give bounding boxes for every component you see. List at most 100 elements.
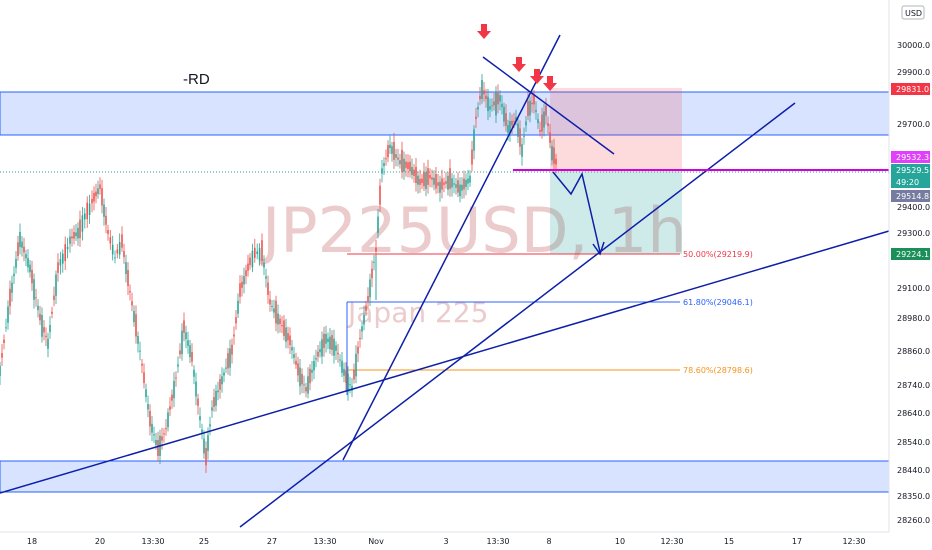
candle-body: [37, 305, 39, 311]
candle-body: [99, 184, 101, 189]
candle-body: [457, 180, 459, 193]
price-tick-label: 28860.0: [897, 347, 930, 356]
candle-body: [435, 174, 437, 189]
candle-body: [33, 279, 35, 300]
candle-body: [265, 276, 267, 279]
time-tick-label: 18: [27, 537, 37, 546]
candle-body: [291, 347, 293, 351]
candle-body: [219, 379, 221, 390]
candle-body: [77, 227, 79, 239]
candle-body: [535, 109, 537, 112]
candle-body: [179, 350, 181, 355]
candle-body: [299, 367, 301, 387]
candle-body: [303, 384, 305, 386]
candle-body: [511, 120, 513, 126]
candle-body: [21, 241, 23, 248]
candle-body: [167, 412, 169, 428]
candle-body: [199, 416, 201, 421]
candle-body: [237, 300, 239, 314]
candle-body: [107, 230, 109, 234]
fib-786-label: 78.60%(28798.6): [683, 366, 753, 375]
candle-body: [485, 95, 487, 100]
candle-body: [81, 215, 84, 232]
candle-body: [165, 427, 167, 430]
candle-body: [285, 327, 287, 342]
candle-body: [409, 161, 411, 172]
candle-body: [307, 376, 309, 394]
candle-body: [177, 364, 179, 367]
candle-body: [73, 232, 75, 239]
candle-body: [499, 95, 501, 102]
candle-body: [529, 100, 531, 116]
price-tick-label: 28980.0: [897, 314, 930, 323]
candle-body: [283, 320, 285, 337]
candle-body: [341, 360, 343, 373]
candle-body: [399, 160, 401, 165]
candle-body: [31, 269, 33, 284]
candle-body: [471, 149, 473, 165]
candle-body: [527, 101, 529, 116]
candle-body: [69, 236, 71, 244]
time-axis[interactable]: [0, 532, 889, 550]
price-tag-bg: [891, 164, 930, 176]
candle-body: [116, 249, 119, 254]
candle-body: [161, 436, 163, 441]
price-tag-bg: [891, 248, 930, 260]
candle-body: [175, 377, 177, 379]
candle-body: [137, 336, 139, 344]
candle-body: [421, 178, 423, 183]
candle-body: [103, 204, 105, 217]
candle-body: [481, 80, 483, 99]
candle-body: [395, 154, 397, 158]
currency-badge[interactable]: [901, 5, 925, 20]
candle-body: [25, 254, 27, 259]
candle-body: [353, 370, 355, 380]
time-tick-label: 8: [546, 537, 551, 546]
candle-body: [163, 433, 165, 435]
top-markers: [477, 24, 557, 91]
candle-body: [363, 314, 365, 325]
candle-body: [275, 300, 277, 324]
price-tag-label: 29831.0: [896, 85, 929, 94]
candle-body: [249, 257, 251, 266]
candle-body: [0, 365, 1, 376]
candle-body: [3, 339, 5, 343]
candle-body: [431, 177, 433, 180]
candle-body: [62, 253, 64, 264]
candle-body: [309, 368, 311, 384]
candle-body: [231, 344, 233, 355]
price-tick-label: 29900.0: [897, 68, 930, 77]
candle-body: [429, 175, 431, 179]
arrow-down-icon: [477, 24, 491, 39]
candle-body: [415, 166, 417, 183]
candle-body: [187, 340, 189, 346]
time-tick-label: 15: [724, 537, 734, 546]
candle-body: [229, 348, 231, 368]
candle-body: [401, 149, 403, 173]
candle-body: [491, 105, 493, 107]
candle-body: [311, 369, 313, 373]
candle-body: [349, 384, 351, 386]
candle-body: [517, 123, 519, 137]
time-tick-label: 10: [615, 537, 625, 546]
candle-body: [5, 327, 7, 329]
candle-body: [357, 346, 359, 354]
candle-body: [477, 107, 479, 110]
candle-body: [157, 439, 159, 456]
price-tick-label: 29100.0: [897, 284, 930, 293]
price-tick-label: 28260.0: [897, 516, 930, 525]
candle-body: [515, 117, 517, 122]
candle-body: [325, 334, 327, 344]
candle-body: [553, 147, 555, 164]
price-tag-label: 29532.3: [896, 153, 929, 162]
candle-body: [27, 258, 29, 268]
candle-body: [327, 338, 329, 342]
candle-body: [545, 105, 547, 116]
candle-body: [91, 198, 93, 204]
candle-body: [389, 144, 391, 149]
candle-body: [331, 335, 333, 350]
candle-body: [279, 318, 281, 325]
candle-body: [139, 350, 141, 352]
